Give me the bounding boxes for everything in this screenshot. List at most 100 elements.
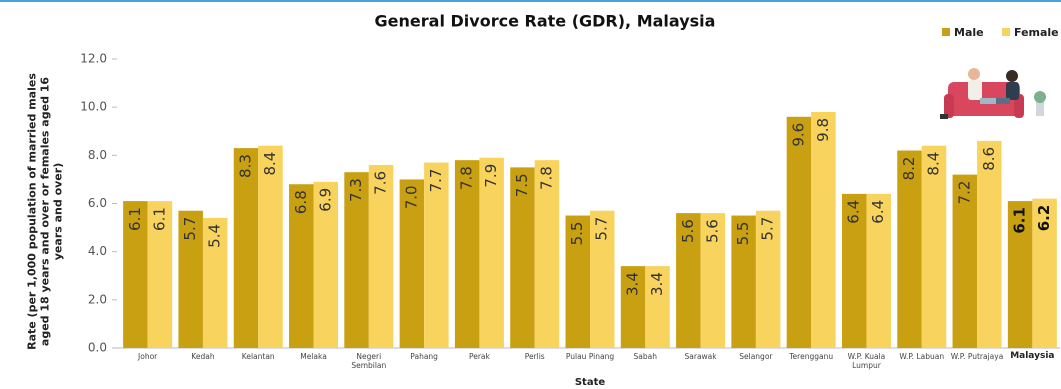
value-label: 5.7 (759, 217, 777, 241)
value-label: 7.2 (955, 181, 973, 205)
value-label: 7.5 (513, 173, 531, 197)
bar (841, 193, 867, 348)
value-label: 5.4 (206, 224, 224, 248)
y-tick-label: 12.0 (80, 52, 107, 66)
value-label: 8.4 (261, 152, 279, 176)
value-label: 7.8 (537, 166, 555, 190)
value-label: 7.7 (427, 169, 445, 193)
x-tick-label: W.P. Kuala Lumpur (847, 352, 886, 370)
bar (399, 179, 425, 348)
bar (202, 217, 228, 348)
x-tick-label: Negeri Sembilan (351, 352, 387, 370)
x-tick-label: Pahang (410, 352, 438, 361)
x-tick-label: Pulau Pinang (565, 352, 615, 361)
value-label: 7.0 (402, 185, 420, 209)
value-label: 5.7 (593, 217, 611, 241)
y-tick-label: 6.0 (88, 196, 107, 210)
legend-label: Female (1014, 26, 1059, 39)
bar (786, 116, 812, 348)
bar (1032, 198, 1057, 348)
y-tick-label: 2.0 (88, 292, 107, 306)
x-axis-title: State (575, 377, 606, 388)
bar (755, 210, 781, 348)
bar (289, 184, 314, 348)
bar (344, 172, 369, 348)
bar (313, 181, 339, 348)
bar (977, 140, 1002, 348)
x-tick-label: Johor (138, 352, 158, 361)
bar (258, 145, 283, 348)
bar (620, 266, 646, 348)
value-label: 6.1 (150, 207, 168, 231)
legend-label: Male (954, 26, 984, 39)
x-tick-label: Kelantan (241, 352, 275, 361)
bar (178, 210, 203, 348)
x-tick-label: Malaysia (1010, 351, 1055, 361)
value-label: 8.4 (925, 152, 943, 176)
value-label: 6.4 (869, 200, 887, 224)
illustration (940, 68, 1046, 119)
bar (424, 162, 449, 348)
x-tick-label: Kedah (191, 352, 215, 361)
x-tick-label: Perlis (524, 352, 545, 361)
value-label: 6.4 (845, 200, 863, 224)
value-label: 9.6 (789, 123, 807, 147)
bar (233, 148, 259, 348)
value-label: 5.7 (181, 217, 199, 241)
bar (676, 213, 701, 348)
bar (479, 157, 504, 348)
value-label: 5.5 (734, 222, 752, 246)
value-label: 6.9 (316, 188, 334, 212)
bar (811, 111, 836, 348)
value-label: 7.6 (372, 171, 390, 195)
value-label: 6.1 (1011, 207, 1029, 234)
value-label: 6.8 (292, 190, 310, 214)
value-label: 6.1 (126, 207, 144, 231)
y-tick-label: 10.0 (80, 100, 107, 114)
y-axis-title: Rate (per 1,000 population of married ma… (25, 73, 65, 350)
x-tick-label: W.P. Putrajaya (950, 352, 1004, 361)
value-label: 3.4 (624, 272, 642, 296)
value-label: 5.6 (703, 219, 721, 243)
value-label: 8.2 (900, 157, 918, 181)
bar (645, 266, 670, 348)
bar (866, 193, 891, 348)
y-tick-label: 0.0 (88, 341, 107, 355)
value-label: 8.3 (236, 154, 254, 178)
bar (921, 145, 947, 348)
bar (897, 150, 922, 348)
bar (147, 201, 173, 348)
value-label: 5.5 (568, 222, 586, 246)
legend-swatch (942, 28, 950, 36)
value-label: 7.9 (482, 164, 500, 188)
x-tick-label: Melaka (300, 352, 327, 361)
value-label: 7.3 (347, 178, 365, 202)
legend-swatch (1002, 28, 1010, 36)
chart-title: General Divorce Rate (GDR), Malaysia (375, 12, 716, 31)
bar (534, 160, 560, 348)
value-label: 6.2 (1035, 205, 1053, 232)
x-tick-label: W.P. Labuan (899, 352, 945, 361)
bar (700, 213, 726, 348)
bar (565, 215, 590, 348)
bar (368, 164, 394, 348)
x-tick-label: Selangor (739, 352, 773, 361)
value-label: 3.4 (648, 272, 666, 296)
value-label: 9.8 (814, 118, 832, 142)
y-tick-label: 8.0 (88, 148, 107, 162)
bar (510, 167, 535, 348)
value-label: 7.8 (458, 166, 476, 190)
bar (731, 215, 756, 348)
bar (1007, 201, 1033, 348)
bar (454, 160, 480, 348)
x-tick-label: Terengganu (789, 352, 834, 361)
y-tick-label: 4.0 (88, 244, 107, 258)
x-tick-label: Perak (468, 352, 490, 361)
value-label: 8.6 (980, 147, 998, 171)
x-tick-label: Sabah (633, 352, 658, 361)
x-tick-label: Sarawak (684, 352, 717, 361)
bar (590, 210, 615, 348)
value-label: 5.6 (679, 219, 697, 243)
